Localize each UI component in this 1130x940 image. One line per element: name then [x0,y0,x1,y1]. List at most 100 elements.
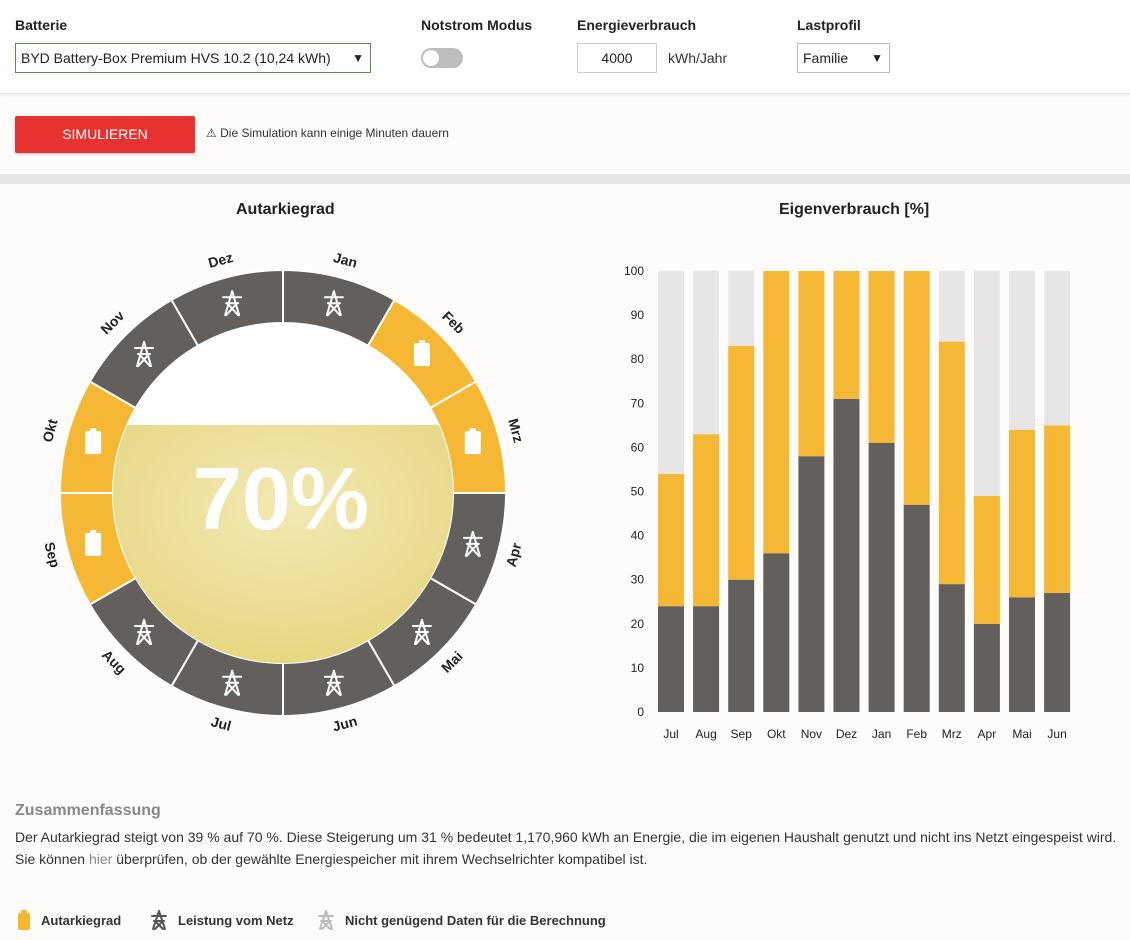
bar-mai-segment-3 [1009,271,1035,430]
self-consumption-bar-chart: 0 10 20 30 40 50 60 70 80 90 100 Jul Aug Sep Okt Nov Dez… [624,264,1071,741]
bar-dez-segment-1 [833,398,860,712]
power-tower-icon [411,618,432,645]
y-tick-label: 50 [631,485,645,499]
bar-jul-segment-1 [658,606,684,712]
y-tick-label: 40 [631,529,645,543]
bar-mrz-segment-3 [938,271,965,342]
battery-icon [464,428,481,455]
chevron-down-icon: ▼ [352,51,364,65]
ring-month-label: Jun [331,713,359,735]
bar-mrz-segment-2 [938,341,965,585]
toggle-knob [423,50,439,66]
x-tick-label: Jun [1047,727,1066,741]
bar-apr-segment-2 [973,495,1000,624]
ring-month-label: Mrz [505,417,527,444]
bar-jun-segment-2 [1044,425,1071,593]
x-tick-label: Jul [663,727,678,741]
bar-mai-segment-1 [1009,597,1035,712]
bar-jan-segment-2 [868,271,895,443]
y-tick-label: 0 [637,705,644,719]
battery-icon [18,910,30,930]
ring-month-label: Apr [503,541,525,569]
y-tick-label: 10 [631,661,645,675]
power-tower-icon [222,669,243,696]
bar-apr-segment-1 [973,623,1000,712]
ring-month-label: Okt [39,417,61,444]
summary-line-2-post: überprüfen, ob der gewählte Energiespeic… [112,851,648,867]
bar-okt-segment-2 [763,271,790,554]
simulation-hint: ⚠ Die Simulation kann einige Minuten dau… [206,126,449,140]
load-profile-value: Familie [803,50,849,66]
warning-icon: ⚠ [206,126,217,140]
ring-month-label: Nov [97,307,127,337]
legend-item-grid: Leistung vom Netz [150,910,294,930]
x-tick-label: Dez [836,727,857,741]
legend-battery-label: Autarkiegrad [41,912,122,928]
power-tower-icon [134,341,155,368]
power-tower-icon [151,910,167,930]
battery-select[interactable]: BYD Battery-Box Premium HVS 10.2 (10,24 … [15,43,371,73]
legend-grid-label: Leistung vom Netz [178,912,294,928]
backup-mode-label: Notstrom Modus [421,17,533,33]
bar-feb-segment-1 [903,504,930,712]
y-tick-label: 60 [631,440,645,454]
y-tick-label: 100 [624,264,644,278]
bar-jun-segment-3 [1044,271,1071,426]
load-profile-label: Lastprofil [797,17,861,33]
bar-jul-segment-2 [658,473,684,607]
bar-mai-segment-2 [1009,429,1035,598]
simulate-button[interactable]: SIMULIEREN [15,116,195,153]
summary-title: Zusammenfassung [15,802,161,819]
power-tower-icon [323,669,344,696]
power-tower-icon [462,530,483,557]
legend-nodata-label: Nicht genügend Daten für die Berechnung [345,912,606,928]
simulation-hint-text: Die Simulation kann einige Minuten dauer… [220,126,449,140]
x-tick-label: Apr [978,727,997,741]
bar-nov-segment-2 [798,271,825,457]
y-tick-label: 80 [631,352,645,366]
power-tower-icon [222,290,243,317]
bar-feb-segment-2 [903,271,930,505]
x-tick-label: Mrz [942,727,962,741]
bar-okt-segment-1 [763,553,790,712]
legend-item-nodata: Nicht genügend Daten für die Berechnung [317,910,606,930]
x-tick-label: Sep [731,727,753,741]
consumption-label: Energieverbrauch [577,17,697,33]
y-tick-label: 20 [631,617,645,631]
autarky-title: Autarkiegrad [236,201,335,218]
ring-month-label: Dez [206,249,234,271]
x-tick-label: Mai [1012,727,1031,741]
bar-jan-segment-1 [868,442,895,712]
power-tower-icon [323,290,344,317]
bar-sep-segment-2 [728,345,755,580]
power-tower-icon [134,618,155,645]
battery-icon [85,529,102,556]
consumption-input[interactable]: 4000 [577,43,657,73]
y-tick-label: 30 [631,573,645,587]
consumption-unit: kWh/Jahr [668,50,728,66]
x-tick-label: Nov [801,727,822,741]
summary-line-1: Der Autarkiegrad steigt von 39 % auf 70 … [15,829,1117,845]
self-consumption-title: Eigenverbrauch [%] [779,201,930,218]
ring-month-label: Jul [209,713,233,734]
bar-sep-segment-1 [728,579,755,712]
autarky-value: 70% [193,449,369,548]
battery-select-value: BYD Battery-Box Premium HVS 10.2 (10,24 … [21,50,331,66]
ring-month-label: Jan [332,249,359,271]
bar-jul-segment-3 [658,271,684,474]
power-tower-icon [318,910,334,930]
x-tick-label: Feb [906,727,927,741]
y-tick-label: 70 [631,396,645,410]
backup-mode-toggle[interactable] [421,48,463,68]
bar-sep-segment-3 [728,271,755,346]
bar-jun-segment-1 [1044,592,1071,712]
ring-month-label: Feb [439,308,468,337]
bar-aug-segment-3 [693,271,720,435]
compatibility-link[interactable]: hier [88,851,113,867]
battery-icon [85,428,102,455]
x-tick-label: Aug [695,727,716,741]
x-tick-label: Okt [767,727,786,741]
load-profile-select[interactable]: Familie ▼ [797,43,890,73]
section-divider [0,174,1130,184]
bar-mrz-segment-1 [938,584,965,712]
